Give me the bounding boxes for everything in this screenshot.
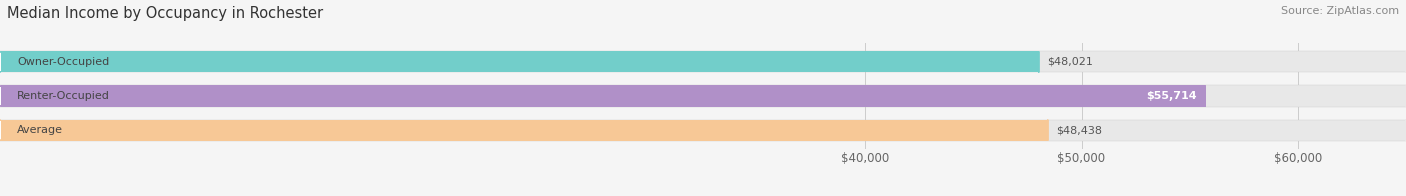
Text: Average: Average — [17, 125, 63, 135]
Text: $48,021: $48,021 — [1047, 57, 1094, 67]
Bar — [0, 85, 1406, 107]
Bar — [0, 85, 1205, 107]
Bar — [0, 51, 1039, 73]
Bar — [0, 120, 1047, 141]
Text: Source: ZipAtlas.com: Source: ZipAtlas.com — [1281, 6, 1399, 16]
Text: Renter-Occupied: Renter-Occupied — [17, 91, 110, 101]
Text: Owner-Occupied: Owner-Occupied — [17, 57, 110, 67]
Bar — [0, 120, 1406, 141]
Text: $48,438: $48,438 — [1056, 125, 1102, 135]
Text: $55,714: $55,714 — [1146, 91, 1197, 101]
Bar — [0, 51, 1406, 73]
Text: Median Income by Occupancy in Rochester: Median Income by Occupancy in Rochester — [7, 6, 323, 21]
